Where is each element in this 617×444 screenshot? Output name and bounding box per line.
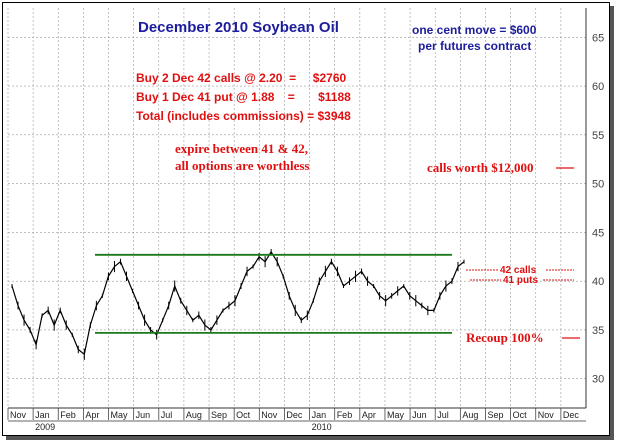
x-tick-label: Aug — [462, 410, 478, 420]
x-tick-label: Jan — [35, 410, 50, 420]
x-tick-label: Sep — [211, 410, 227, 420]
x-tick-label: Jan — [312, 410, 327, 420]
x-tick-label: Dec — [563, 410, 580, 420]
chart-grid — [7, 8, 586, 408]
x-tick-label: Nov — [261, 410, 278, 420]
move-note-line1: one cent move = $600 — [412, 23, 537, 37]
chart-frame — [2, 2, 610, 436]
x-tick-label: Nov — [10, 410, 27, 420]
y-tick-label: 65 — [592, 32, 604, 44]
x-tick-label: Nov — [538, 410, 555, 420]
recoup-label: Recoup 100% — [466, 330, 544, 345]
price-line — [11, 250, 465, 356]
x-year-label: 2009 — [35, 422, 55, 432]
x-tick-label: May — [111, 410, 129, 420]
y-tick-label: 60 — [592, 81, 604, 93]
y-tick-label: 55 — [592, 130, 604, 142]
x-axis: Nov Jan Feb Apr May Jun Jul Aug Sep Oct Nov Dec Jan F… — [7, 407, 586, 432]
puts41-label: 41 puts — [503, 275, 538, 286]
total-note: Total (includes commissions) = $3948 — [136, 109, 351, 123]
chart-title: December 2010 Soybean Oil — [138, 19, 339, 36]
buy-put-note: Buy 1 Dec 41 put @ 1.88 = $1188 — [136, 90, 351, 104]
y-axis: 30 35 40 45 50 55 60 65 — [585, 8, 604, 408]
y-tick-label: 45 — [592, 227, 604, 239]
y-tick-label: 35 — [592, 325, 604, 337]
y-tick-label: 50 — [592, 179, 604, 191]
x-tick-label: Feb — [337, 410, 353, 420]
x-tick-label: Jun — [136, 410, 151, 420]
x-tick-label: Dec — [286, 410, 303, 420]
x-year-label: 2010 — [312, 422, 332, 432]
y-tick-label: 40 — [592, 276, 604, 288]
x-tick-label: Sep — [487, 410, 503, 420]
y-tick-label: 30 — [592, 374, 604, 386]
level-lines — [95, 253, 452, 334]
x-tick-label: Jul — [437, 410, 449, 420]
expire-note-line2: all options are worthless — [175, 158, 309, 173]
x-tick-label: Apr — [85, 410, 99, 420]
expire-note-line1: expire between 41 & 42, — [175, 141, 308, 156]
buy-calls-note: Buy 2 Dec 42 calls @ 2.20 = $2760 — [136, 71, 346, 85]
x-tick-label: May — [387, 410, 405, 420]
price-series — [11, 249, 465, 360]
x-tick-label: Jun — [412, 410, 427, 420]
x-tick-label: Oct — [513, 410, 528, 420]
calls-worth-note: calls worth $12,000 — [427, 160, 534, 175]
move-note-line2: per futures contract — [418, 39, 531, 53]
x-tick-label: Feb — [60, 410, 76, 420]
x-tick-label: Oct — [236, 410, 251, 420]
calls42-label: 42 calls — [500, 265, 537, 276]
x-tick-label: Aug — [186, 410, 202, 420]
x-tick-label: Apr — [362, 410, 376, 420]
x-tick-label: Jul — [161, 410, 173, 420]
